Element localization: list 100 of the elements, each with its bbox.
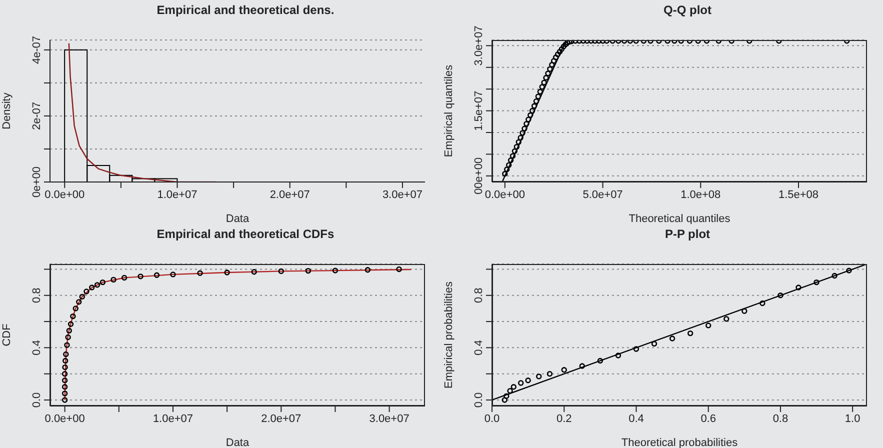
y-tick-label: 3.0e+07: [473, 26, 485, 66]
x-tick-label: 1.0e+08: [680, 188, 721, 201]
point: [687, 330, 694, 336]
point: [138, 274, 144, 280]
point: [579, 363, 585, 369]
point: [76, 299, 82, 305]
point: [502, 397, 508, 403]
point: [154, 272, 160, 278]
point: [724, 316, 730, 322]
point: [62, 358, 68, 364]
point: [633, 346, 640, 352]
x-tick-label: 1.0e+07: [157, 188, 198, 201]
point: [518, 380, 524, 386]
point: [62, 397, 68, 403]
point: [89, 284, 95, 290]
x-tick-label: 0.4: [628, 412, 644, 425]
x-axis-title: Data: [226, 213, 250, 225]
point: [507, 388, 513, 394]
x-axis-title: Theoretical quantiles: [628, 213, 731, 225]
chart-title: Q-Q plot: [662, 2, 712, 19]
x-tick-label: 0.0e+00: [44, 412, 85, 425]
point: [546, 370, 553, 377]
point: [121, 274, 128, 281]
point: [796, 284, 802, 290]
point: [62, 370, 68, 377]
chart-title: Empirical and theoretical dens.: [156, 2, 336, 19]
point: [170, 272, 176, 278]
point: [62, 390, 68, 396]
y-axis-title: Empirical probabilities: [442, 281, 455, 388]
point: [63, 351, 69, 358]
point: [197, 270, 203, 276]
x-tick-label: 0.2: [556, 412, 572, 425]
y-tick-label: 0.8: [473, 288, 485, 304]
y-tick-label: 0.0: [31, 392, 43, 408]
point: [110, 276, 116, 283]
y-tick-label: 0.4: [31, 340, 43, 356]
x-tick-label: 0.0: [484, 412, 500, 425]
point: [364, 267, 371, 273]
x-tick-label: 3.0e+07: [382, 188, 423, 201]
point: [65, 334, 71, 340]
point: [525, 378, 531, 384]
x-axis-title: Data: [226, 437, 250, 448]
point: [597, 358, 604, 364]
y-tick-label: 1.5e+07: [473, 90, 485, 131]
x-tick-label: 0.8: [772, 412, 788, 425]
point: [778, 292, 784, 298]
point: [64, 342, 70, 348]
point: [615, 352, 622, 358]
point: [94, 282, 100, 288]
point: [305, 268, 312, 274]
point: [62, 364, 68, 370]
point: [66, 328, 72, 334]
x-tick-label: 1.0e+07: [152, 412, 194, 425]
y-tick-label: 00e+00: [473, 157, 485, 194]
point: [251, 268, 257, 275]
point: [504, 393, 510, 399]
point: [846, 268, 852, 274]
point: [669, 336, 676, 342]
y-tick-label: 0.4: [473, 340, 485, 356]
point: [396, 266, 402, 272]
x-tick-label: 0.0e+00: [484, 188, 525, 201]
point: [742, 308, 748, 314]
x-tick-label: 3.0e+07: [369, 412, 410, 425]
point: [832, 272, 838, 279]
point: [332, 268, 338, 274]
y-tick-label: 0.8: [31, 288, 43, 304]
point: [70, 313, 76, 320]
point: [68, 321, 74, 327]
point: [561, 367, 567, 373]
point: [510, 384, 516, 390]
y-axis-title: Empirical quantiles: [442, 64, 455, 158]
point: [814, 279, 820, 286]
point: [62, 384, 68, 390]
point: [651, 340, 658, 347]
chart-title: P-P plot: [664, 226, 712, 243]
point: [536, 374, 542, 380]
x-tick-label: 1.0: [844, 412, 860, 425]
y-tick-label: 0.0: [473, 392, 485, 408]
point: [84, 288, 90, 294]
y-tick-label: 2e-07: [31, 102, 43, 130]
point: [760, 300, 766, 306]
y-axis-title: Density: [0, 92, 13, 130]
chart-title: Empirical and theoretical CDFs: [156, 226, 336, 243]
point: [79, 294, 85, 300]
point: [278, 268, 284, 274]
y-axis-title: CDF: [0, 323, 13, 346]
y-tick-label: 4e-07: [31, 36, 43, 64]
point: [100, 279, 106, 286]
x-tick-label: 0.0e+00: [44, 188, 85, 201]
y-tick-label: 0e+00: [31, 166, 43, 198]
x-tick-label: 5.0e+07: [582, 188, 623, 201]
x-tick-label: 2.0e+07: [270, 188, 310, 201]
x-tick-label: 0.6: [700, 412, 716, 425]
x-tick-label: 2.0e+07: [261, 412, 302, 425]
point: [224, 270, 230, 276]
point: [705, 322, 712, 328]
x-axis-title: Theoretical probabilities: [621, 437, 738, 448]
x-tick-label: 1.5e+08: [778, 188, 819, 201]
point: [72, 306, 78, 312]
point: [62, 378, 68, 384]
